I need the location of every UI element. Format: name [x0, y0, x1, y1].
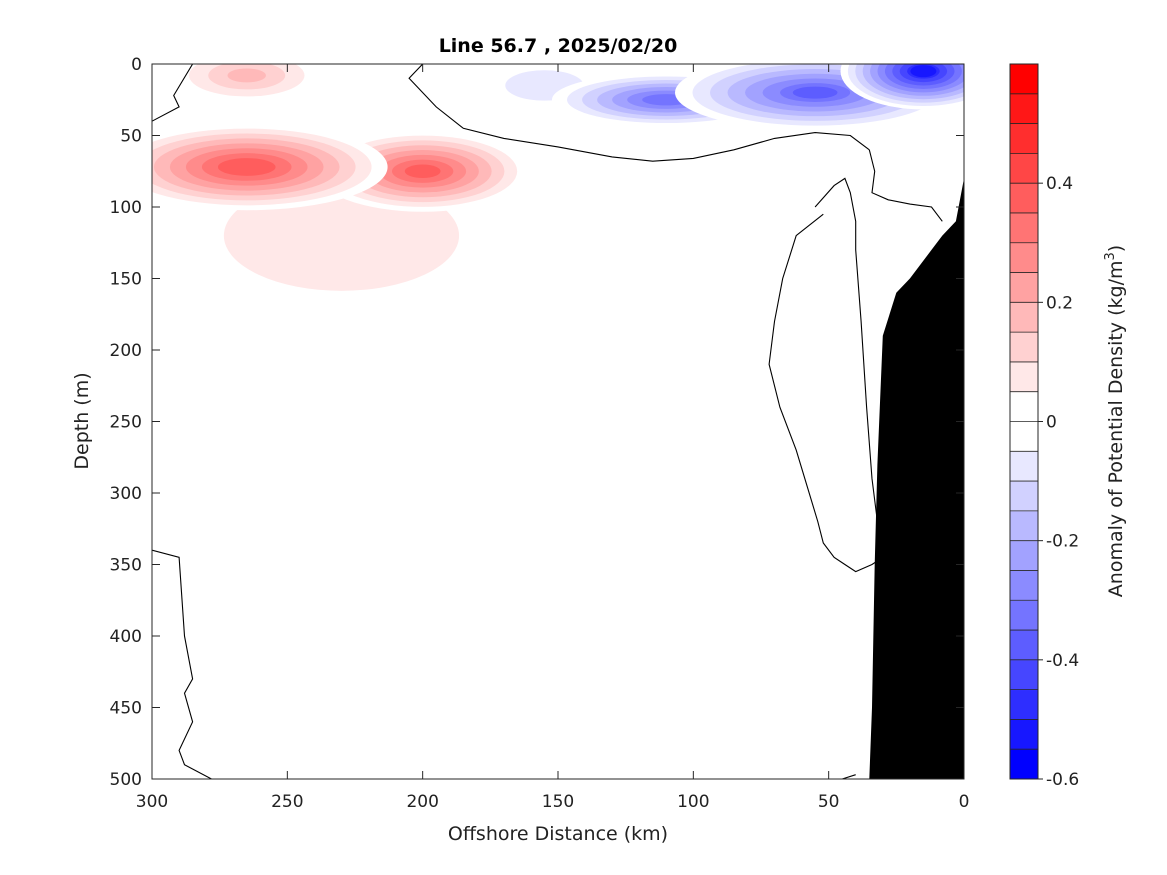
colorbar-segment: [1010, 570, 1038, 601]
colorbar-segment: [1010, 361, 1038, 393]
land-shape: [869, 114, 964, 779]
x-tick-label: 0: [959, 792, 970, 812]
y-axis-ticks: 0 50 100 150 200 250 300 350 400 450 500: [110, 55, 964, 790]
y-tick-label: 350: [110, 556, 142, 576]
colorbar: [1009, 63, 1039, 780]
colorbar-segment: [1010, 153, 1038, 184]
colorbar-title-close: ): [1105, 245, 1127, 252]
colorbar-segment: [1010, 630, 1038, 661]
colorbar-tick-label: 0: [1046, 413, 1057, 433]
anomaly-band: [792, 86, 838, 99]
zero-contours: [152, 64, 943, 779]
colorbar-title-main: Anomaly of Potential Density (kg/m: [1105, 261, 1127, 598]
negative-anomaly-cell: [840, 64, 964, 110]
negative-anomaly-cell: [826, 288, 858, 326]
colorbar-segment: [1010, 540, 1038, 571]
colorbar-title-exp: 3: [1103, 252, 1118, 260]
land-mask: [869, 114, 964, 779]
colorbar-segment: [1010, 481, 1038, 512]
contour-field: [152, 64, 964, 779]
x-tick-label: 300: [136, 792, 168, 812]
positive-anomaly-cell: [669, 172, 744, 413]
colorbar-segment: [1010, 719, 1038, 750]
colorbar-tick-label: -0.2: [1046, 532, 1079, 552]
y-tick-label: 400: [110, 627, 142, 647]
y-axis-title: Depth (m): [71, 372, 93, 469]
anomaly-band: [669, 172, 744, 413]
colorbar-tick-label: 0.2: [1046, 293, 1073, 313]
colorbar-ticks: 0.4 0.2 0 -0.2 -0.4 -0.6: [1038, 174, 1079, 790]
y-tick-label: 100: [110, 198, 142, 218]
colorbar-segment: [1010, 600, 1038, 631]
y-tick-label: 250: [110, 413, 142, 433]
zero-contour-line: [408, 64, 870, 162]
colorbar-segment: [1010, 659, 1038, 691]
zero-contour-line: [152, 549, 220, 779]
anomaly-band: [217, 158, 276, 176]
anomaly-band: [404, 164, 441, 178]
y-tick-label: 500: [110, 770, 142, 790]
positive-anomaly-cell: [152, 123, 388, 211]
anomaly-band: [826, 288, 858, 326]
y-tick-label: 0: [131, 55, 142, 75]
colorbar-tick-label: 0.4: [1046, 174, 1073, 194]
colorbar-tick-label: -0.6: [1046, 770, 1079, 790]
colorbar-segment: [1010, 302, 1038, 333]
zero-contour-line: [842, 774, 856, 779]
colorbar-segment: [1010, 332, 1038, 363]
colorbar-segment: [1010, 242, 1038, 274]
colorbar-segment: [1010, 123, 1038, 154]
x-tick-label: 50: [818, 792, 840, 812]
anomaly-band: [910, 65, 937, 78]
colorbar-segment: [1010, 93, 1038, 125]
colorbar-segment: [1010, 421, 1038, 452]
colorbar-segment: [1010, 391, 1038, 422]
colorbar-segment: [1010, 451, 1038, 482]
y-tick-label: 50: [120, 127, 142, 147]
chart-title: Line 56.7 , 2025/02/20: [439, 35, 678, 57]
colorbar-segment: [1010, 749, 1038, 780]
colorbar-segment: [1010, 689, 1038, 720]
x-tick-label: 100: [677, 792, 709, 812]
zero-contour-line: [768, 213, 884, 573]
colorbar-segment: [1010, 212, 1038, 244]
zero-contour-line: [152, 64, 410, 122]
y-tick-label: 300: [110, 484, 142, 504]
colorbar-segment: [1010, 183, 1038, 214]
colorbar-segment: [1010, 64, 1038, 95]
x-tick-label: 150: [542, 792, 574, 812]
colorbar-segment: [1010, 510, 1038, 542]
x-tick-label: 250: [271, 792, 303, 812]
y-tick-label: 150: [110, 270, 142, 290]
colorbar-segment: [1010, 272, 1038, 303]
y-tick-label: 200: [110, 341, 142, 361]
y-tick-label: 450: [110, 699, 142, 719]
colorbar-title: Anomaly of Potential Density (kg/m3): [1103, 245, 1127, 597]
positive-anomaly-cell: [169, 64, 324, 104]
zero-contour-line: [868, 149, 943, 222]
x-tick-label: 200: [406, 792, 438, 812]
x-axis-ticks: 300 250 200 150 100 50 0: [136, 64, 970, 812]
anomaly-band: [227, 68, 266, 83]
x-axis-title: Offshore Distance (km): [448, 823, 668, 845]
colorbar-tick-label: -0.4: [1046, 651, 1079, 671]
